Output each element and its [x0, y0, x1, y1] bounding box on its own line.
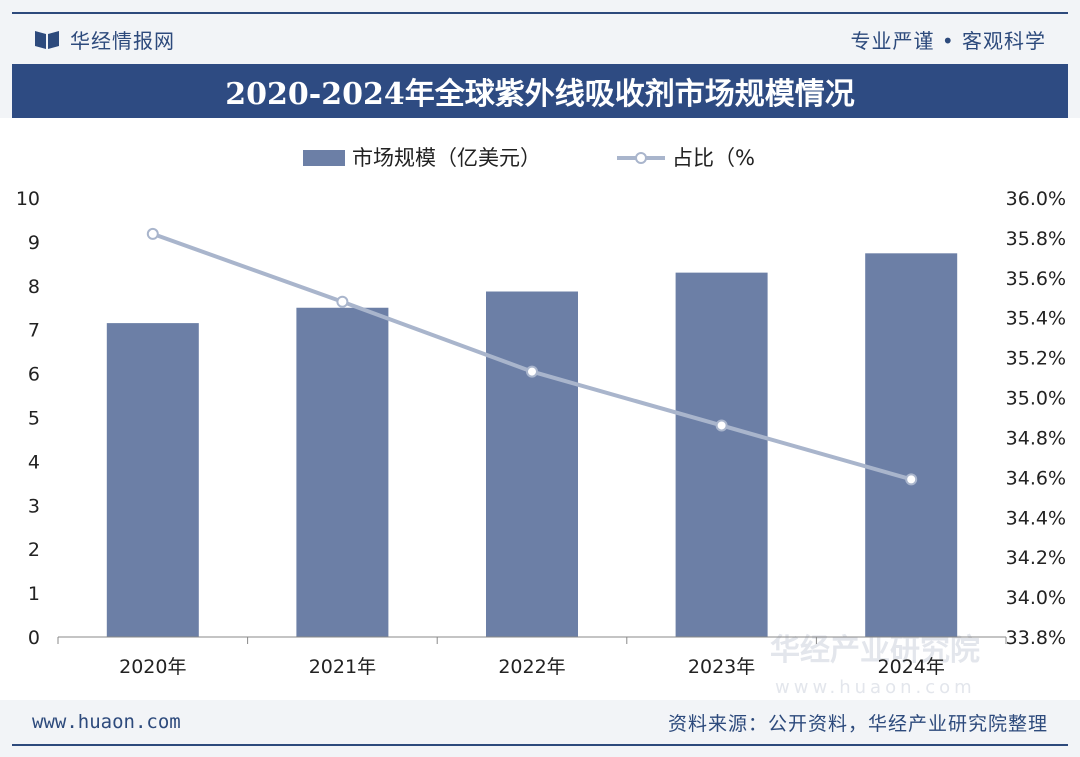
- legend-bar-swatch: [303, 150, 345, 166]
- watermark-url: www.huaon.com: [775, 677, 976, 698]
- bar: [486, 291, 578, 637]
- chart-svg: 华经产业研究院 www.huaon.com 市场规模（亿美元） 占比（% 0 1 2…: [16, 146, 1066, 698]
- right-tick-label: 34.0%: [1006, 587, 1066, 609]
- left-tick-label: 2: [28, 539, 40, 561]
- left-tick-label: 7: [28, 320, 40, 342]
- left-tick-label: 5: [28, 408, 40, 430]
- line-point: [146, 227, 159, 240]
- right-tick-label: 35.8%: [1006, 228, 1066, 250]
- chart-title: 2020-2024年全球紫外线吸收剂市场规模情况: [225, 77, 855, 112]
- x-tick-label: 2022年: [498, 656, 565, 678]
- bars: [106, 253, 958, 637]
- right-tick-label: 34.4%: [1006, 507, 1066, 529]
- right-tick-label: 36.0%: [1006, 188, 1066, 210]
- brand-name: 华经情报网: [70, 28, 175, 53]
- right-tick-label: 34.8%: [1006, 427, 1066, 449]
- line-point: [715, 419, 728, 432]
- legend-line-marker: [635, 152, 647, 164]
- right-tick-label: 33.8%: [1006, 627, 1066, 649]
- left-tick-label: 0: [28, 627, 40, 649]
- bar: [106, 323, 199, 637]
- x-tick-label: 2023年: [688, 656, 755, 678]
- chart-title-bar: 2020-2024年全球紫外线吸收剂市场规模情况: [12, 64, 1068, 118]
- x-tick-label: 2021年: [309, 656, 376, 678]
- footer-url: www.huaon.com: [32, 711, 181, 733]
- right-tick-label: 35.0%: [1006, 388, 1066, 410]
- left-tick-label: 9: [28, 232, 40, 254]
- legend-line-label: 占比（%: [672, 146, 755, 170]
- right-tick-label: 35.2%: [1006, 348, 1066, 370]
- legend-bar-label: 市场规模（亿美元）: [352, 146, 541, 170]
- left-tick-label: 10: [16, 188, 40, 210]
- line-series: [146, 227, 918, 486]
- footer: www.huaon.com 资料来源：公开资料，华经产业研究院整理: [12, 700, 1068, 746]
- right-axis: 33.8% 34.0% 34.2% 34.4% 34.6% 34.8% 35.0% 35.2%…: [1006, 188, 1066, 649]
- right-tick-label: 34.2%: [1006, 547, 1066, 569]
- watermark-name: 华经产业研究院: [770, 633, 980, 668]
- header: 华经情报网 专业严谨 • 客观科学: [12, 12, 1068, 64]
- chart-area: 华经产业研究院 www.huaon.com 市场规模（亿美元） 占比（% 0 1 2…: [0, 118, 1080, 700]
- line-point: [336, 295, 349, 308]
- right-tick-label: 35.6%: [1006, 268, 1066, 290]
- line-point: [526, 365, 538, 378]
- left-tick-label: 6: [28, 364, 40, 386]
- x-axis: 2020年 2021年 2022年 2023年 2024年: [57, 636, 1007, 678]
- brand: 华经情报网: [12, 25, 175, 54]
- left-tick-label: 4: [28, 451, 40, 473]
- book-logo-icon: [35, 31, 59, 49]
- line-point: [905, 473, 918, 486]
- left-tick-label: 8: [28, 276, 40, 298]
- right-tick-label: 34.6%: [1006, 467, 1066, 489]
- footer-source: 资料来源：公开资料，华经产业研究院整理: [667, 712, 1048, 735]
- bar: [865, 253, 958, 637]
- x-tick-label: 2024年: [878, 656, 945, 678]
- slogan: 专业严谨 • 客观科学: [850, 28, 1046, 53]
- legend: 市场规模（亿美元） 占比（%: [303, 146, 755, 170]
- bar: [296, 307, 389, 637]
- left-tick-label: 1: [28, 583, 40, 605]
- right-tick-label: 35.4%: [1006, 308, 1066, 330]
- left-tick-label: 3: [28, 495, 40, 517]
- x-tick-label: 2020年: [119, 656, 186, 678]
- left-axis: 0 1 2 3 4 5 6 7 8 9 10: [16, 188, 40, 649]
- bar: [675, 272, 768, 637]
- watermark: 华经产业研究院 www.huaon.com: [770, 633, 980, 698]
